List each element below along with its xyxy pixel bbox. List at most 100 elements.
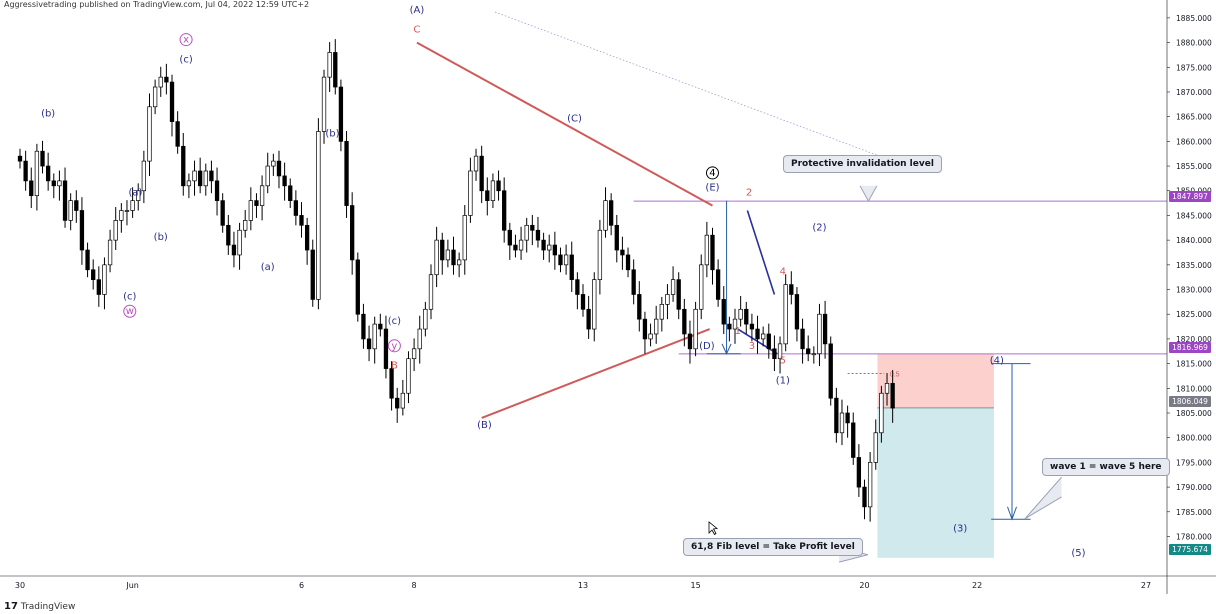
candle-body	[406, 358, 411, 394]
candle-body	[569, 254, 574, 281]
candle-body	[513, 244, 518, 251]
price-tick-label: 1855.000	[1176, 162, 1212, 171]
candle-body	[29, 180, 34, 197]
time-tick-label: 6	[299, 581, 304, 590]
protective-invalidation-callout: Protective invalidation level	[783, 155, 942, 173]
candle-body	[440, 239, 445, 261]
sub-wave-label: 2	[746, 188, 752, 199]
wave-label: C	[413, 25, 420, 36]
wave-label: (C)	[567, 114, 582, 125]
candle-body	[867, 462, 873, 508]
candle-body	[541, 239, 546, 251]
candle-body	[721, 299, 726, 325]
candle-body	[164, 76, 169, 83]
mouse-cursor-icon	[708, 521, 718, 536]
wave-label: 4	[709, 168, 715, 179]
candle-body	[806, 348, 811, 355]
candle-body	[597, 229, 603, 281]
price-tick-label: 1780.000	[1176, 532, 1212, 541]
candle-body	[473, 155, 479, 172]
candle-body	[198, 170, 203, 187]
wave-label: (a)	[128, 188, 142, 199]
time-tick-label: 30	[15, 581, 25, 590]
price-tick-label: 1860.000	[1176, 137, 1212, 146]
axes: 1780.000 1785.000 1790.000 1795.000 1800.000…	[0, 0, 1216, 594]
candle-body	[603, 200, 608, 231]
price-tick-label: 1790.000	[1176, 483, 1212, 492]
time-tick-label: Jun	[125, 581, 139, 590]
time-tick-label: 13	[578, 581, 588, 590]
wave-label: x	[183, 35, 189, 46]
candle-body	[51, 180, 56, 187]
price-tag-entry: 1816.969	[1169, 342, 1211, 353]
triangle-boundary-line	[481, 328, 711, 419]
price-tick-label: 1795.000	[1176, 458, 1212, 467]
time-tick-label: 20	[859, 581, 869, 590]
time-tick-label: 8	[412, 581, 417, 590]
candle-body	[130, 200, 135, 211]
candle-body	[761, 333, 766, 340]
candle-body	[558, 254, 563, 266]
candle-body	[547, 244, 552, 251]
candle-body	[890, 383, 895, 409]
wave1-arrow-head	[721, 343, 732, 355]
candle-body	[462, 215, 467, 261]
wave5-arrow-head	[1007, 506, 1017, 521]
candle-body	[659, 303, 664, 320]
price-tick-label: 1820.000	[1176, 335, 1212, 344]
candle-body	[789, 284, 794, 295]
candle-body	[378, 323, 383, 330]
candle-body	[316, 131, 321, 300]
candles	[17, 39, 895, 522]
candle-body	[530, 224, 535, 231]
wave-label: (4)	[990, 356, 1004, 367]
wave-label: w	[126, 306, 134, 317]
wave-label: B	[391, 361, 398, 372]
header-attribution: Aggressivetrading published on TradingVi…	[4, 0, 310, 9]
price-tick-label: 1800.000	[1176, 434, 1212, 443]
price-tag-target: 1775.674	[1169, 544, 1211, 555]
price-tick-label: 1885.000	[1176, 14, 1212, 23]
candle-body	[710, 234, 715, 271]
candle-body	[113, 220, 118, 241]
candle-body	[524, 224, 529, 241]
wave-label: (D)	[699, 341, 715, 352]
candle-body	[355, 259, 360, 315]
candle-body	[670, 279, 676, 295]
candle-body	[834, 397, 839, 434]
wave-circle	[179, 33, 193, 47]
candle-body	[817, 313, 822, 355]
candle-body	[254, 200, 259, 206]
candle-body	[445, 249, 451, 261]
tradingview-logo-icon: 17	[4, 601, 18, 612]
candle-body	[608, 200, 614, 226]
candle-body	[214, 180, 220, 201]
wave-4-circle	[705, 166, 719, 180]
candle-body	[862, 486, 867, 508]
candle-body	[231, 244, 237, 256]
candle-body	[755, 328, 760, 340]
price-tick-label: 1810.000	[1176, 384, 1212, 393]
candle-body	[107, 239, 113, 266]
sub-wave-label: 1	[735, 326, 741, 337]
candle-body	[136, 190, 141, 201]
price-tick-label: 1875.000	[1176, 63, 1212, 72]
candle-body	[361, 313, 366, 340]
candle-body	[744, 308, 749, 325]
candle-body	[552, 244, 557, 256]
price-tick-label: 1840.000	[1176, 236, 1212, 245]
price-tick-label: 1870.000	[1176, 88, 1212, 97]
candle-body	[147, 106, 152, 162]
wave-down-leg	[746, 210, 776, 295]
candle-body	[839, 412, 845, 434]
candle-body	[265, 165, 270, 187]
candle-body	[344, 141, 349, 206]
wave-label: (c)	[388, 316, 401, 327]
wave-label: (5)	[1071, 548, 1085, 559]
candle-body	[243, 220, 248, 231]
candle-body	[158, 76, 163, 88]
candle-body	[845, 412, 850, 424]
price-tick-label: 1880.000	[1176, 39, 1212, 48]
protective-callout-pointer	[859, 185, 878, 203]
candle-body	[327, 52, 332, 78]
